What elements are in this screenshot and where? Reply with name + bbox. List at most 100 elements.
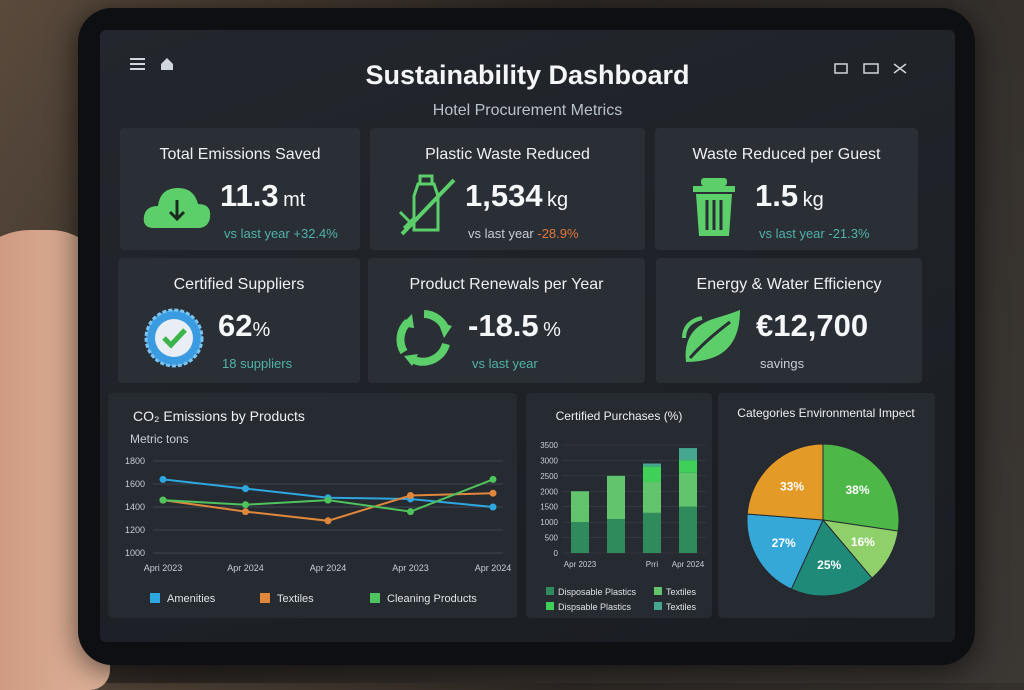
kpi-card: Energy & Water Efficiency €12,700 saving… <box>656 258 922 383</box>
legend-swatch <box>370 593 380 603</box>
card-value: 11.3 <box>220 178 279 213</box>
bar-segment <box>643 482 661 513</box>
card-title: Energy & Water Efficiency <box>696 276 882 293</box>
menu-icon[interactable] <box>130 58 145 60</box>
data-point <box>242 485 249 493</box>
card-value: 1,534 <box>465 178 543 213</box>
dashboard-subtitle: Hotel Procurement Metrics <box>432 102 623 119</box>
kpi-card: Plastic Waste Reduced 1,534 kg vs last y… <box>370 128 645 250</box>
line-chart: CO₂ Emissions by Products Metric tons 1000… <box>108 393 517 618</box>
legend-label: Disposable Plastics <box>558 587 637 597</box>
x-tick-label: Apr 2024 <box>672 560 705 569</box>
card-change: -21.3% <box>828 226 870 241</box>
data-point <box>159 475 167 483</box>
bar-segment <box>679 472 697 507</box>
y-tick-label: 1800 <box>125 456 145 466</box>
card-unit: % <box>252 319 271 341</box>
legend-swatch <box>654 602 662 610</box>
recycle-icon <box>396 310 452 366</box>
legend-swatch <box>150 593 160 603</box>
slice-label: 16% <box>851 535 875 549</box>
card-note: savings <box>760 356 805 371</box>
x-tick-label: Apr 2024 <box>475 563 512 573</box>
y-tick-label: 1400 <box>125 502 145 512</box>
menu-icon[interactable] <box>130 63 145 65</box>
window-icon[interactable] <box>863 63 879 74</box>
card-title: Plastic Waste Reduced <box>425 146 590 163</box>
kpi-card: Certified Suppliers 62% 18 suppliers <box>118 258 360 383</box>
legend-label: Dispsable Plastics <box>558 602 632 612</box>
y-tick-label: 1000 <box>125 548 145 558</box>
card-unit: kg <box>802 189 824 211</box>
x-tick-label: Apr 2023 <box>564 560 597 569</box>
bar-chart: Certified Purchases (%) 0 500 1000 1500 2000 2… <box>526 393 712 618</box>
close-icon[interactable] <box>893 63 907 74</box>
data-point <box>407 492 414 499</box>
card-note: vs last year <box>468 226 534 241</box>
bar-segment <box>643 463 661 467</box>
data-point <box>407 508 414 516</box>
slice-label: 38% <box>846 483 870 497</box>
y-tick-label: 1600 <box>125 479 145 489</box>
data-point <box>324 517 332 525</box>
chart-title: CO₂ Emissions by Products <box>133 408 305 424</box>
window-icon[interactable] <box>834 63 848 74</box>
bar-segment <box>643 512 661 553</box>
data-point <box>324 496 332 504</box>
legend-label: Textiles <box>277 593 314 605</box>
legend-swatch <box>260 593 270 603</box>
y-tick-label: 3500 <box>540 441 558 450</box>
dashboard-title: Sustainability Dashboard <box>365 60 690 90</box>
card-unit: % <box>543 319 561 341</box>
bin-icon <box>693 178 735 236</box>
pie-slice <box>746 443 824 521</box>
bar-segment <box>643 466 661 483</box>
window-icons <box>834 63 907 74</box>
menu-icon[interactable] <box>130 68 145 70</box>
bar-segment <box>679 460 697 473</box>
y-tick-label: 1200 <box>125 525 145 535</box>
pie-slice <box>790 519 873 597</box>
x-tick-label: Prri <box>646 560 659 569</box>
bottle-icon <box>398 174 456 236</box>
legend-swatch <box>654 587 662 595</box>
card-title: Certified Suppliers <box>173 276 305 293</box>
kpi-card: Total Emissions Saved 11.3 mt vs last ye… <box>120 128 360 250</box>
y-tick-label: 1000 <box>540 518 558 527</box>
bar-segment <box>571 522 589 553</box>
data-point <box>159 496 167 504</box>
data-point <box>242 501 249 509</box>
card-title: Product Renewals per Year <box>409 276 604 293</box>
legend-swatch <box>546 587 554 595</box>
data-point <box>242 508 249 516</box>
data-point <box>489 503 497 511</box>
chart-title: Categories Environmental Impect <box>737 406 915 420</box>
legend-swatch <box>546 602 554 610</box>
legend-label: Cleaning Products <box>387 593 477 605</box>
card-title: Total Emissions Saved <box>159 146 321 163</box>
cloud-icon <box>143 188 211 228</box>
badge-icon <box>144 308 204 368</box>
slice-label: 33% <box>780 480 804 494</box>
card-change: +32.4% <box>293 226 338 241</box>
leaf-icon <box>682 310 740 362</box>
card-value: 1.5 <box>755 178 799 213</box>
x-tick-label: Apr 2024 <box>227 563 264 573</box>
card-note: vs last year <box>472 356 538 371</box>
legend-label: Textiles <box>666 602 697 612</box>
y-axis-label: Metric tons <box>130 432 189 446</box>
kpi-card: Product Renewals per Year -18.5 % vs las… <box>368 258 645 383</box>
y-tick-label: 500 <box>545 534 559 543</box>
kpi-card: Waste Reduced per Guest 1.5 kg vs last y… <box>655 128 918 250</box>
data-point <box>489 475 497 483</box>
pie-slice <box>746 513 824 590</box>
card-unit: mt <box>283 189 306 211</box>
card-note: vs last year <box>224 226 290 241</box>
data-point <box>489 489 497 497</box>
chart-title: Certified Purchases (%) <box>556 409 683 423</box>
y-tick-label: 1500 <box>540 503 558 512</box>
pie-chart: Categories Environmental Impect 38% 16% 25%… <box>718 393 935 618</box>
home-icon[interactable] <box>161 58 173 70</box>
card-change: -28.9% <box>537 226 579 241</box>
